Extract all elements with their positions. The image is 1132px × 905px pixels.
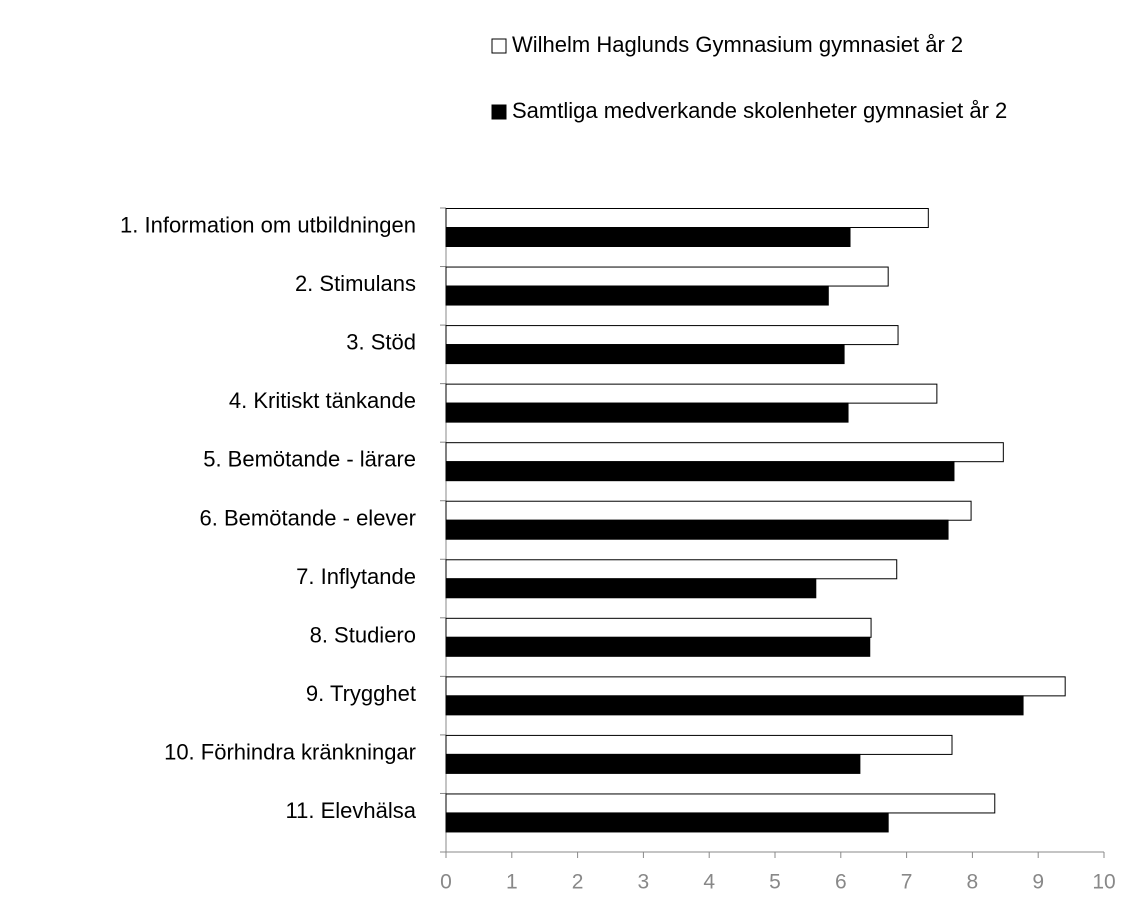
bar	[445, 578, 817, 599]
bar	[445, 500, 972, 521]
legend-label: Wilhelm Haglunds Gymnasium gymnasiet år …	[512, 32, 963, 57]
y-tick-label: 2. Stimulans	[295, 271, 416, 296]
y-tick-label: 10. Förhindra kränkningar	[164, 739, 416, 764]
bar	[445, 325, 899, 346]
bar	[445, 559, 898, 580]
y-tick-label: 9. Trygghet	[306, 681, 416, 706]
bar	[445, 461, 955, 482]
bar	[445, 793, 996, 814]
bar	[445, 812, 889, 833]
bar	[445, 519, 949, 540]
bar	[445, 617, 872, 638]
x-tick-label: 6	[835, 871, 847, 894]
x-tick-label: 5	[769, 871, 781, 894]
x-tick-label: 4	[703, 871, 715, 894]
bar	[445, 734, 953, 755]
y-tick-label: 4. Kritiskt tänkande	[229, 388, 416, 413]
y-tick-label: 7. Inflytande	[296, 564, 416, 589]
bar	[445, 442, 1004, 463]
x-tick-label: 10	[1092, 871, 1115, 894]
x-tick-label: 0	[440, 871, 452, 894]
bar	[445, 344, 845, 365]
legend-label: Samtliga medverkande skolenheter gymnasi…	[512, 98, 1007, 123]
y-tick-label: 6. Bemötande - elever	[200, 505, 416, 530]
x-tick-label: 1	[506, 871, 518, 894]
y-tick-label: 8. Studiero	[310, 622, 416, 647]
bar	[445, 227, 851, 247]
y-tick-label: 5. Bemötande - lärare	[203, 447, 416, 472]
bar	[445, 208, 929, 228]
bar	[445, 285, 829, 306]
x-tick-label: 8	[967, 871, 979, 894]
bar	[445, 636, 871, 657]
legend-swatch	[491, 38, 507, 54]
legend-swatch	[491, 104, 507, 120]
x-tick-label: 3	[638, 871, 650, 894]
x-tick-label: 2	[572, 871, 584, 894]
bar	[445, 695, 1024, 716]
y-tick-label: 3. Stöd	[346, 330, 416, 355]
x-tick-label: 9	[1032, 871, 1044, 894]
bar	[445, 753, 861, 774]
bar	[445, 402, 849, 423]
y-tick-label: 1. Information om utbildningen	[120, 213, 416, 238]
y-tick-label: 11. Elevhälsa	[286, 798, 417, 823]
x-tick-label: 7	[901, 871, 913, 894]
bar	[445, 266, 889, 287]
bar	[445, 676, 1066, 697]
bar	[445, 383, 938, 404]
